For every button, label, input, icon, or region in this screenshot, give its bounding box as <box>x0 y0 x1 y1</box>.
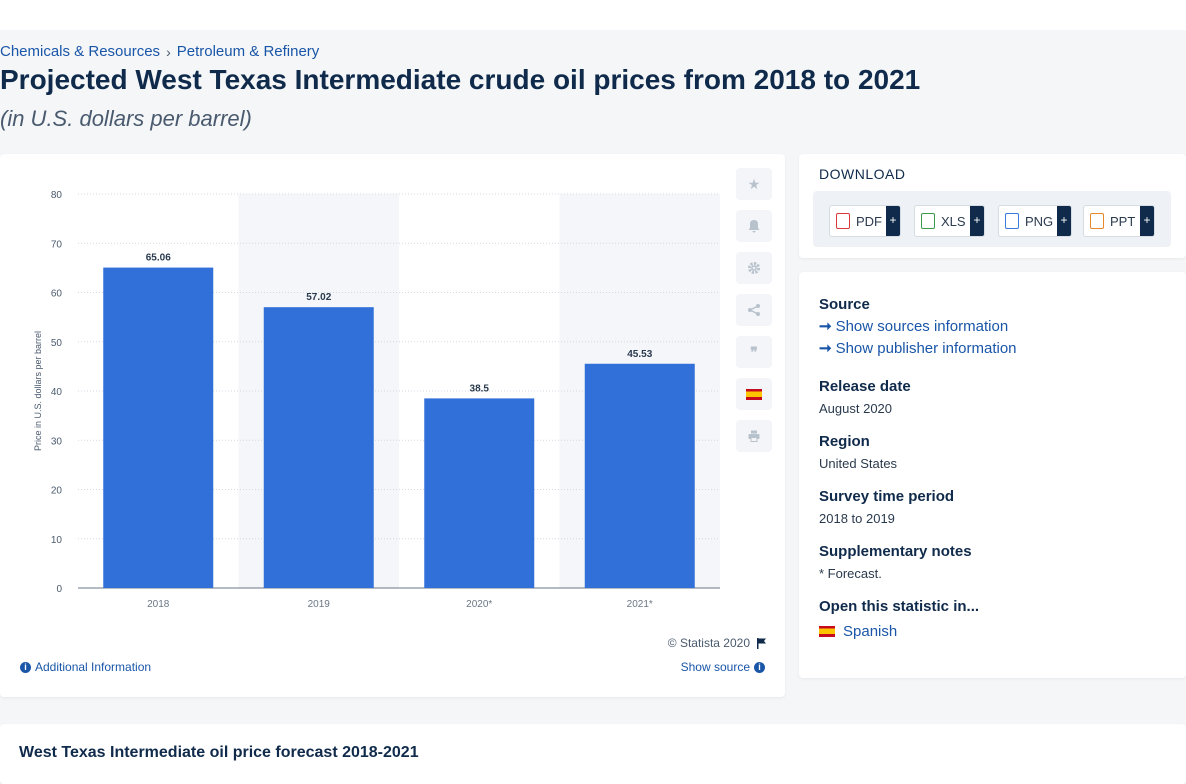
related-statistic-card: West Texas Intermediate oil price foreca… <box>0 724 1186 784</box>
data-label: 57.02 <box>306 292 331 303</box>
x-tick-label: 2018 <box>147 599 170 610</box>
pdf-file-icon <box>836 213 850 229</box>
notes-section: Supplementary notes * Forecast. <box>819 543 972 581</box>
bar <box>103 267 214 588</box>
download-png-button[interactable]: PNG + <box>998 205 1072 237</box>
y-tick-label: 40 <box>51 387 63 398</box>
notes-label: Supplementary notes <box>819 543 972 560</box>
chart-actions: ★ ❞ <box>736 168 772 462</box>
download-xls-button[interactable]: XLS + <box>914 205 985 237</box>
spain-flag-icon[interactable] <box>736 378 772 410</box>
plus-icon: + <box>1140 206 1154 236</box>
y-tick-label: 30 <box>51 436 63 447</box>
data-label: 38.5 <box>470 383 490 394</box>
xls-file-icon <box>921 213 935 229</box>
copyright: © Statista 2020 <box>668 636 767 650</box>
region-section: Region United States <box>819 433 897 471</box>
show-sources-link[interactable]: ➞ Show sources information <box>819 317 1017 336</box>
info-icon: i <box>754 661 765 673</box>
download-ppt-button[interactable]: PPT + <box>1083 205 1155 237</box>
x-tick-label: 2021* <box>627 599 653 610</box>
arrow-right-icon: ➞ <box>819 340 832 357</box>
quote-icon[interactable]: ❞ <box>736 336 772 368</box>
arrow-right-icon: ➞ <box>819 318 832 335</box>
data-label: 65.06 <box>146 253 171 264</box>
x-tick-label: 2019 <box>308 599 331 610</box>
flag-icon[interactable] <box>756 637 767 649</box>
print-icon[interactable] <box>736 420 772 452</box>
page-subtitle: (in U.S. dollars per barrel) <box>0 106 252 131</box>
y-axis-label: Price in U.S. dollars per barrel <box>33 331 43 451</box>
bell-icon[interactable] <box>736 210 772 242</box>
plus-icon: + <box>1057 206 1071 236</box>
related-statistic-title[interactable]: West Texas Intermediate oil price foreca… <box>19 744 419 761</box>
download-card: DOWNLOAD PDF + XLS + PNG + PPT + <box>799 154 1186 258</box>
release-value: August 2020 <box>819 401 893 416</box>
bar <box>263 307 374 588</box>
ppt-label: PPT <box>1110 213 1136 229</box>
png-file-icon <box>1005 213 1019 229</box>
breadcrumb: Chemicals & Resources › Petroleum & Refi… <box>0 43 319 60</box>
breadcrumb-chemicals[interactable]: Chemicals & Resources <box>0 43 161 60</box>
additional-info-text: Additional Information <box>35 660 152 674</box>
additional-info-link[interactable]: i Additional Information <box>20 660 151 674</box>
download-title: DOWNLOAD <box>819 166 906 182</box>
y-tick-label: 80 <box>51 190 63 201</box>
show-source-link[interactable]: Show source i <box>681 660 765 674</box>
region-label: Region <box>819 433 870 450</box>
show-publisher-link[interactable]: ➞ Show publisher information <box>819 339 1017 358</box>
release-label: Release date <box>819 378 911 395</box>
x-tick-label: 2020* <box>466 599 492 610</box>
source-label: Source <box>819 296 870 313</box>
region-value: United States <box>819 456 898 471</box>
source-section: Source ➞ Show sources information ➞ Show… <box>819 296 1017 357</box>
y-tick-label: 70 <box>51 239 63 250</box>
bar <box>584 363 695 588</box>
show-sources-text: Show sources information <box>835 317 1009 335</box>
open-in-section: Open this statistic in... Spanish <box>819 598 979 640</box>
breadcrumb-separator: › <box>166 43 171 60</box>
y-tick-label: 50 <box>51 338 63 349</box>
plus-icon: + <box>970 206 984 236</box>
open-in-label: Open this statistic in... <box>819 598 980 615</box>
y-tick-label: 0 <box>56 584 62 595</box>
top-band <box>0 0 1186 30</box>
page-title: Projected West Texas Intermediate crude … <box>0 64 921 95</box>
y-tick-label: 60 <box>51 289 63 300</box>
y-tick-label: 10 <box>51 535 63 546</box>
open-spanish-text: Spanish <box>843 623 898 640</box>
download-buttons: PDF + XLS + PNG + PPT + <box>813 191 1171 247</box>
info-icon: i <box>20 661 31 673</box>
gear-icon[interactable] <box>736 252 772 284</box>
data-label: 45.53 <box>627 349 652 360</box>
statistic-info-card: Source ➞ Show sources information ➞ Show… <box>799 272 1186 678</box>
copyright-text: © Statista 2020 <box>667 636 750 650</box>
survey-label: Survey time period <box>819 488 955 505</box>
star-icon[interactable]: ★ <box>736 168 772 200</box>
open-spanish-link[interactable]: Spanish <box>819 623 979 640</box>
plus-icon: + <box>886 206 900 236</box>
xls-label: XLS <box>941 213 966 229</box>
download-pdf-button[interactable]: PDF + <box>829 205 901 237</box>
share-icon[interactable] <box>736 294 772 326</box>
survey-value: 2018 to 2019 <box>819 511 895 526</box>
ppt-file-icon <box>1090 213 1104 229</box>
pdf-label: PDF <box>856 213 882 229</box>
show-source-text: Show source <box>680 660 750 674</box>
png-label: PNG <box>1025 213 1054 229</box>
survey-section: Survey time period 2018 to 2019 <box>819 488 954 526</box>
spain-flag-icon <box>819 626 835 637</box>
release-section: Release date August 2020 <box>819 378 911 416</box>
chart-card: 0 10 20 30 40 50 60 70 80 Price in U.S. dollars p… <box>0 154 785 697</box>
notes-value: * Forecast. <box>819 566 882 581</box>
y-tick-label: 20 <box>51 486 63 497</box>
breadcrumb-petroleum[interactable]: Petroleum & Refinery <box>176 43 320 60</box>
show-publisher-text: Show publisher information <box>835 339 1017 357</box>
bar <box>424 398 535 588</box>
bar-chart: 0 10 20 30 40 50 60 70 80 Price in U.S. dollars p… <box>33 190 720 610</box>
